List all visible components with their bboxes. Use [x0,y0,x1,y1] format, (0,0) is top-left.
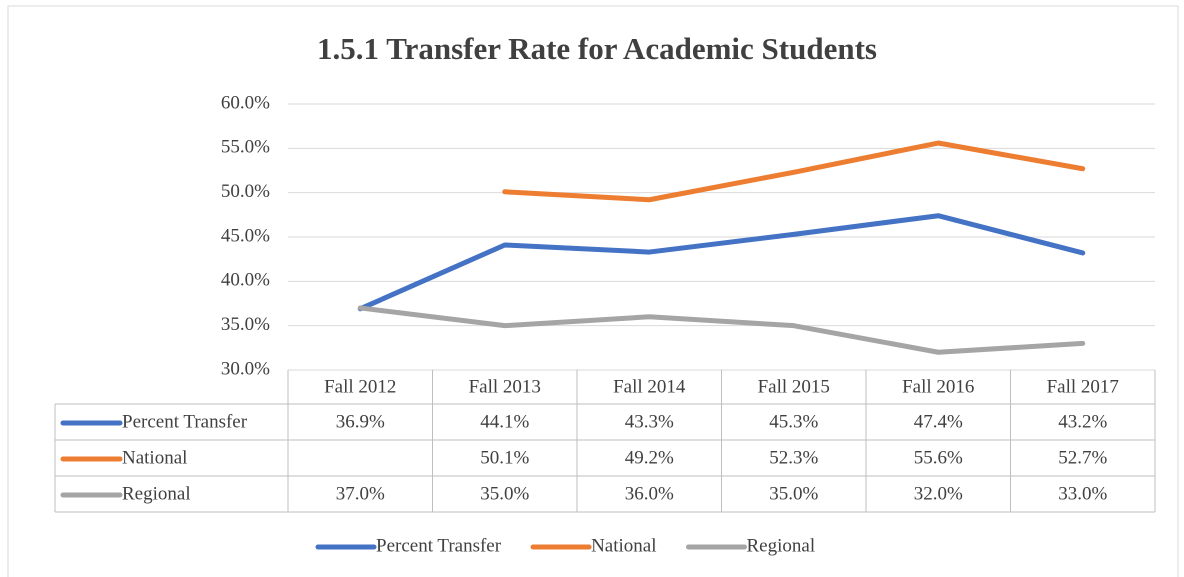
table-value: 45.3% [769,411,818,432]
table-value: 52.3% [769,447,818,468]
table-series-name: National [122,447,187,468]
legend-label: Regional [747,535,816,556]
y-tick-label: 55.0% [221,137,270,158]
series-line [502,140,1086,203]
chart-title: 1.5.1 Transfer Rate for Academic Student… [317,31,877,66]
table-value: 36.0% [625,483,674,504]
y-tick-label: 50.0% [221,181,270,202]
x-tick-label: Fall 2017 [1047,376,1119,397]
y-tick-label: 35.0% [221,314,270,335]
table-value: 35.0% [480,483,529,504]
x-tick-label: Fall 2016 [902,376,974,397]
table-value: 52.7% [1058,447,1107,468]
series-line [357,305,1086,355]
x-tick-label: Fall 2012 [324,376,396,397]
table-value: 43.3% [625,411,674,432]
table-series-name: Percent Transfer [122,411,248,432]
table-value: 36.9% [336,411,385,432]
chart-frame [7,5,1179,577]
y-tick-label: 60.0% [221,92,270,113]
legend-label: National [591,535,656,556]
table-value: 33.0% [1058,483,1107,504]
legend-label: Percent Transfer [376,535,502,556]
x-tick-label: Fall 2015 [758,376,830,397]
y-tick-label: 40.0% [221,270,270,291]
table-value: 43.2% [1058,411,1107,432]
x-tick-label: Fall 2014 [613,376,686,397]
table-value: 50.1% [480,447,529,468]
series-line [357,213,1086,312]
table-value: 37.0% [336,483,385,504]
y-tick-label: 30.0% [221,358,270,379]
table-value: 55.6% [914,447,963,468]
table-value: 32.0% [914,483,963,504]
table-value: 47.4% [914,411,963,432]
table-value: 49.2% [625,447,674,468]
y-tick-label: 45.0% [221,225,270,246]
x-tick-label: Fall 2013 [469,376,541,397]
table-series-name: Regional [122,483,191,504]
table-value: 35.0% [769,483,818,504]
table-value: 44.1% [480,411,529,432]
